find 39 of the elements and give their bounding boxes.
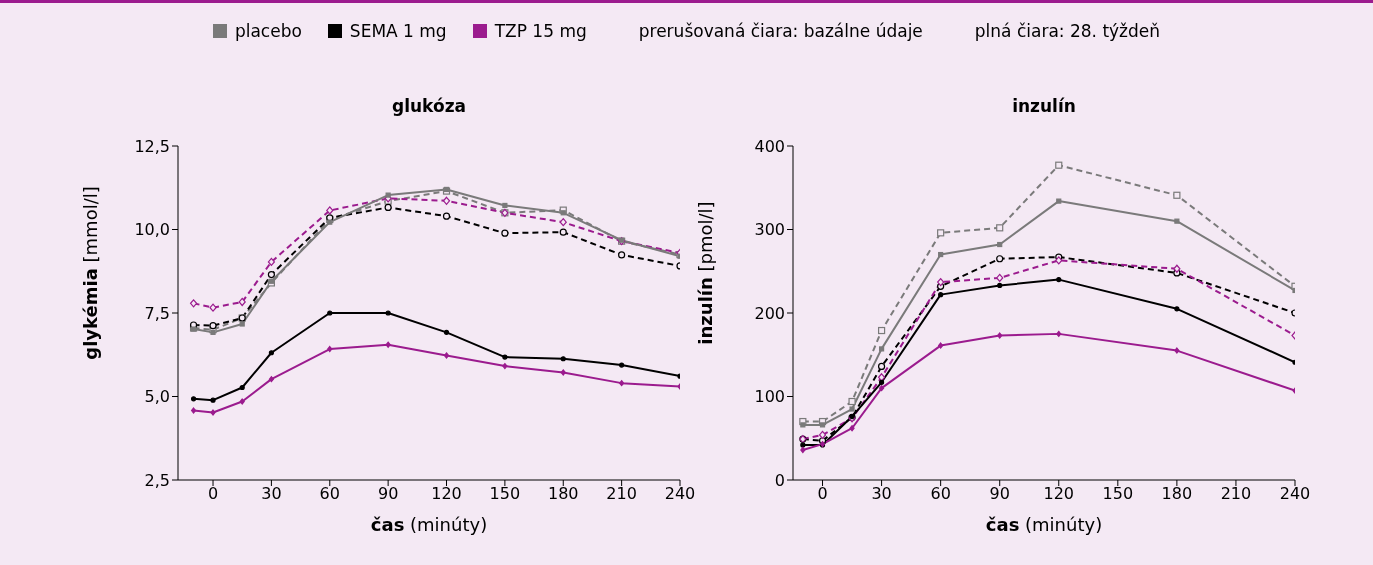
y-tick-label: 0 [774,470,785,490]
y-tick-label: 400 [754,136,785,156]
text: prerušovaná čiara: bazálne údaje [638,21,923,41]
x-tick-label: 150 [489,484,521,504]
legend-label: SEMA 1 mg [348,21,447,41]
x-tick-label: 120 [1043,484,1075,504]
y-axis-title: inzulín [pmol/l] [694,201,716,345]
x-tick-label: 60 [319,484,340,504]
x-tick-label: 210 [606,484,637,504]
y-tick-label: 5,0 [144,387,170,407]
x-tick-label: 150 [1102,484,1134,504]
y-tick-label: 12,5 [134,136,170,156]
y-tick-label: 10,0 [134,220,170,240]
x-axis-title: čas (minúty) [369,514,489,535]
x-tick-label: 240 [1279,484,1311,504]
x-tick-label: 180 [547,484,579,504]
y-tick-label: 200 [754,303,785,323]
x-axis-title: čas (minúty) [984,514,1104,535]
x-tick-label: 60 [930,484,951,504]
chart-title: glukóza [391,96,467,116]
y-tick-label: 100 [754,387,785,407]
chart-title: inzulín [1011,96,1077,116]
y-axis-title: glykémia [mmol/l] [79,186,101,360]
legend-label: placebo [233,21,302,41]
x-tick-label: 180 [1161,484,1193,504]
text: plná čiara: 28. týždeň [974,21,1161,41]
legend-label: TZP 15 mg [493,21,587,41]
x-tick-label: 30 [871,484,892,504]
y-tick-label: 7,5 [144,303,170,323]
x-tick-label: 120 [431,484,462,504]
y-tick-label: 2,5 [144,470,170,490]
y-tick-label: 300 [754,220,785,240]
x-tick-label: 30 [261,484,282,504]
x-tick-label: 0 [817,484,828,504]
x-tick-label: 210 [1220,484,1252,504]
x-tick-label: 90 [377,484,399,504]
x-tick-label: 0 [207,484,219,504]
x-tick-label: 90 [989,484,1010,504]
x-tick-label: 240 [664,484,696,504]
